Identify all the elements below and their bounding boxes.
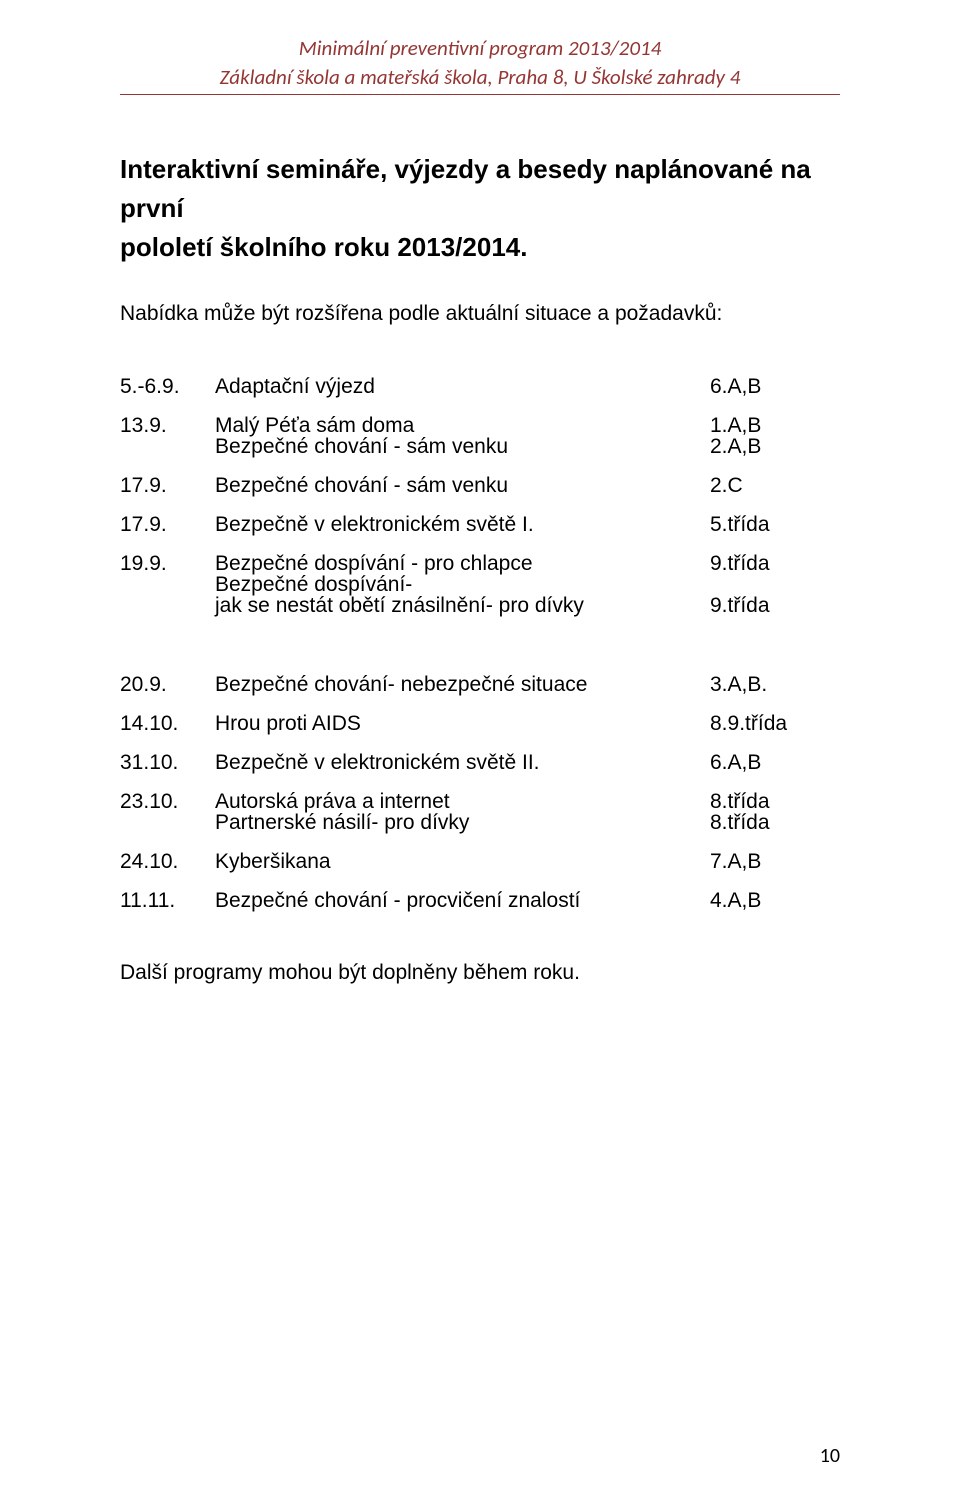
subrow-event: jak se nestát obětí znásilnění- pro dívk… [215, 595, 710, 616]
row-tag: 5.třída [710, 514, 830, 535]
row-tag: 9.třída [710, 553, 830, 574]
intro-text: Nabídka může být rozšířena podle aktuáln… [120, 302, 840, 326]
row-tag: 2.C [710, 475, 830, 496]
row-event: Bezpečné chování- nebezpečné situace [215, 674, 710, 695]
row-date: 14.10. [120, 713, 215, 734]
schedule-subrow: Partnerské násilí- pro dívky8.třída [215, 812, 830, 833]
subrow-event: Bezpečné dospívání- [215, 574, 710, 595]
row-event-col: Malý Péťa sám doma1.A,BBezpečné chování … [215, 415, 840, 457]
row-date: 23.10. [120, 791, 215, 812]
row-date: 20.9. [120, 674, 215, 695]
row-event: Bezpečné chování - procvičení znalostí [215, 890, 710, 911]
row-event: Adaptační výjezd [215, 376, 710, 397]
row-event: Bezpečné dospívání - pro chlapce [215, 553, 710, 574]
row-event-col: Autorská práva a internet8.třídaPartners… [215, 791, 840, 833]
header-line-2: Základní škola a mateřská škola, Praha 8… [120, 64, 840, 91]
row-event-col: Adaptační výjezd6.A,B [215, 376, 840, 397]
row-event: Bezpečně v elektronickém světě II. [215, 752, 710, 773]
section-title: Interaktivní semináře, výjezdy a besedy … [120, 150, 840, 267]
subrow-tag: 9.třída [710, 595, 830, 616]
footer-note: Další programy mohou být doplněny během … [120, 961, 840, 985]
row-event-col: Kyberšikana7.A,B [215, 851, 840, 872]
row-tag: 8.9.třída [710, 713, 830, 734]
page-header: Minimální preventivní program 2013/2014 … [120, 35, 840, 95]
schedule-row: 14.10.Hrou proti AIDS8.9.třída [120, 713, 840, 734]
row-event-col: Hrou proti AIDS8.9.třída [215, 713, 840, 734]
page-number: 10 [820, 1444, 840, 1468]
row-tag: 8.třída [710, 791, 830, 812]
schedule-row: 24.10.Kyberšikana7.A,B [120, 851, 840, 872]
subrow-tag [710, 574, 830, 595]
row-tag: 6.A,B [710, 752, 830, 773]
row-event-col: Bezpečně v elektronickém světě I.5.třída [215, 514, 840, 535]
schedule-row: 13.9.Malý Péťa sám doma1.A,BBezpečné cho… [120, 415, 840, 457]
row-date: 17.9. [120, 514, 215, 535]
schedule-subrow: jak se nestát obětí znásilnění- pro dívk… [215, 595, 830, 616]
row-date: 31.10. [120, 752, 215, 773]
schedule-row: 5.-6.9.Adaptační výjezd6.A,B [120, 376, 840, 397]
row-event: Malý Péťa sám doma [215, 415, 710, 436]
schedule-row: 23.10.Autorská práva a internet8.třídaPa… [120, 791, 840, 833]
row-date: 17.9. [120, 475, 215, 496]
subrow-event: Bezpečné chování - sám venku [215, 436, 710, 457]
row-event: Bezpečné chování - sám venku [215, 475, 710, 496]
schedule-row: 17.9.Bezpečně v elektronickém světě I.5.… [120, 514, 840, 535]
page: Minimální preventivní program 2013/2014 … [0, 0, 960, 1508]
row-event: Hrou proti AIDS [215, 713, 710, 734]
schedule-row: 17.9.Bezpečné chování - sám venku2.C [120, 475, 840, 496]
subrow-tag: 8.třída [710, 812, 830, 833]
row-tag: 7.A,B [710, 851, 830, 872]
row-event: Autorská práva a internet [215, 791, 710, 812]
subrow-event: Partnerské násilí- pro dívky [215, 812, 710, 833]
header-underline [120, 94, 840, 95]
row-tag: 6.A,B [710, 376, 830, 397]
row-event: Kyberšikana [215, 851, 710, 872]
row-date: 19.9. [120, 553, 215, 574]
schedule-row: 20.9.Bezpečné chování- nebezpečné situac… [120, 674, 840, 695]
row-date: 5.-6.9. [120, 376, 215, 397]
section-title-line-2: pololetí školního roku 2013/2014. [120, 228, 840, 267]
row-event: Bezpečně v elektronickém světě I. [215, 514, 710, 535]
schedule-subrow: Bezpečné chování - sám venku2.A,B [215, 436, 830, 457]
schedule-row: 19.9.Bezpečné dospívání - pro chlapce9.t… [120, 553, 840, 616]
section-title-line-1: Interaktivní semináře, výjezdy a besedy … [120, 150, 840, 228]
header-line-1: Minimální preventivní program 2013/2014 [120, 35, 840, 62]
schedule-block-1: 5.-6.9.Adaptační výjezd6.A,B13.9.Malý Pé… [120, 376, 840, 616]
row-tag: 3.A,B. [710, 674, 830, 695]
row-date: 11.11. [120, 890, 215, 911]
row-tag: 4.A,B [710, 890, 830, 911]
subrow-tag: 2.A,B [710, 436, 830, 457]
row-date: 13.9. [120, 415, 215, 436]
row-event-col: Bezpečné dospívání - pro chlapce9.třídaB… [215, 553, 840, 616]
row-event-col: Bezpečné chování - sám venku2.C [215, 475, 840, 496]
schedule-row: 11.11.Bezpečné chování - procvičení znal… [120, 890, 840, 911]
row-event-col: Bezpečné chování- nebezpečné situace3.A,… [215, 674, 840, 695]
row-event-col: Bezpečně v elektronickém světě II.6.A,B [215, 752, 840, 773]
row-date: 24.10. [120, 851, 215, 872]
row-event-col: Bezpečné chování - procvičení znalostí4.… [215, 890, 840, 911]
schedule-row: 31.10.Bezpečně v elektronickém světě II.… [120, 752, 840, 773]
schedule-block-2: 20.9.Bezpečné chování- nebezpečné situac… [120, 674, 840, 911]
row-tag: 1.A,B [710, 415, 830, 436]
block-gap [120, 634, 840, 674]
schedule-subrow: Bezpečné dospívání- [215, 574, 830, 595]
